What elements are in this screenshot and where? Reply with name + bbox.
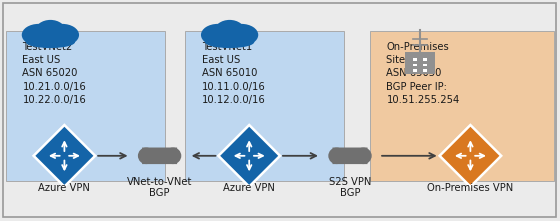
Ellipse shape bbox=[138, 148, 155, 164]
Text: Azure VPN: Azure VPN bbox=[39, 183, 90, 193]
FancyBboxPatch shape bbox=[6, 31, 165, 181]
FancyBboxPatch shape bbox=[185, 31, 344, 181]
Ellipse shape bbox=[355, 148, 372, 164]
FancyBboxPatch shape bbox=[333, 148, 367, 164]
FancyBboxPatch shape bbox=[142, 148, 177, 164]
Text: On-Premises
Site 5
ASN 65050
BGP Peer IP:
10.51.255.254: On-Premises Site 5 ASN 65050 BGP Peer IP… bbox=[386, 42, 460, 105]
FancyBboxPatch shape bbox=[405, 52, 435, 74]
FancyBboxPatch shape bbox=[370, 31, 554, 181]
Text: TestVNet2
East US
ASN 65020
10.21.0.0/16
10.22.0.0/16: TestVNet2 East US ASN 65020 10.21.0.0/16… bbox=[22, 42, 86, 105]
Ellipse shape bbox=[165, 148, 181, 164]
FancyBboxPatch shape bbox=[413, 69, 417, 72]
Text: VNet-to-VNet
BGP: VNet-to-VNet BGP bbox=[127, 177, 192, 198]
FancyBboxPatch shape bbox=[423, 69, 427, 72]
FancyBboxPatch shape bbox=[413, 64, 417, 66]
FancyBboxPatch shape bbox=[423, 64, 427, 66]
Text: S2S VPN
BGP: S2S VPN BGP bbox=[329, 177, 371, 198]
FancyBboxPatch shape bbox=[413, 58, 417, 61]
Ellipse shape bbox=[214, 20, 245, 43]
Ellipse shape bbox=[26, 36, 75, 48]
Ellipse shape bbox=[328, 148, 345, 164]
Polygon shape bbox=[34, 125, 95, 187]
Text: TestVNet1
East US
ASN 65010
10.11.0.0/16
10.12.0.0/16: TestVNet1 East US ASN 65010 10.11.0.0/16… bbox=[202, 42, 265, 105]
Text: Azure VPN: Azure VPN bbox=[223, 183, 275, 193]
FancyBboxPatch shape bbox=[3, 3, 556, 217]
Polygon shape bbox=[440, 125, 501, 187]
Text: On-Premises VPN: On-Premises VPN bbox=[427, 183, 514, 193]
Ellipse shape bbox=[201, 24, 235, 46]
Ellipse shape bbox=[205, 36, 254, 48]
Ellipse shape bbox=[225, 24, 258, 46]
FancyBboxPatch shape bbox=[423, 58, 427, 61]
Ellipse shape bbox=[35, 20, 66, 43]
Polygon shape bbox=[218, 125, 280, 187]
Ellipse shape bbox=[45, 24, 79, 46]
Ellipse shape bbox=[22, 24, 55, 46]
